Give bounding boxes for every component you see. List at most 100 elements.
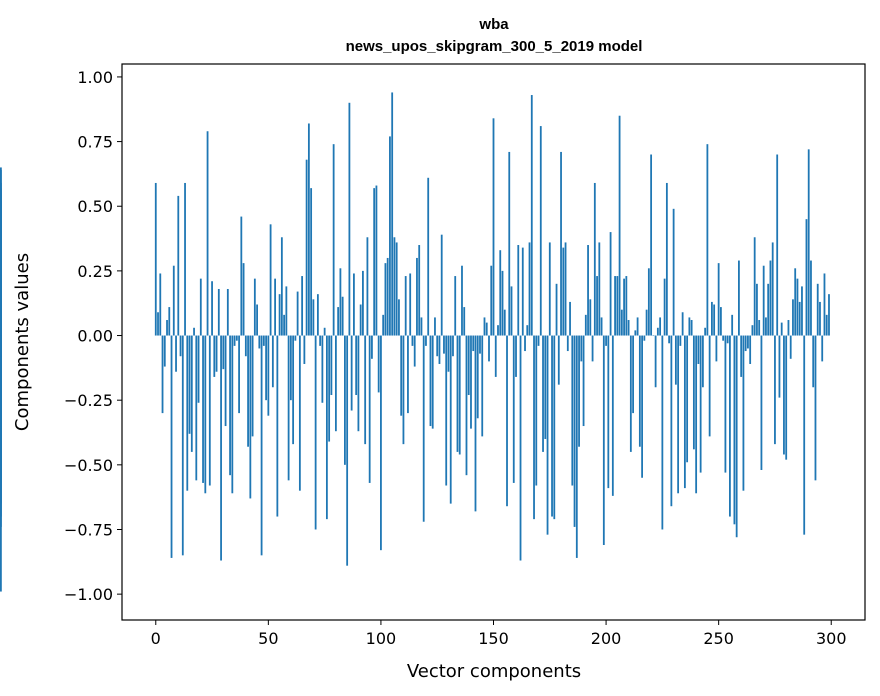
bar-280 xyxy=(785,335,788,460)
bar-71 xyxy=(314,335,317,530)
bar-155 xyxy=(503,309,506,336)
bar-283 xyxy=(792,299,794,336)
bar-239 xyxy=(692,335,695,450)
bar-243 xyxy=(701,335,704,388)
bar-78 xyxy=(330,335,333,396)
bar-46 xyxy=(258,335,261,349)
bar-276 xyxy=(776,154,779,336)
bar-3 xyxy=(161,335,164,414)
bar-262 xyxy=(744,335,747,352)
bar-58 xyxy=(285,286,288,336)
bar-218 xyxy=(645,309,648,336)
bar-56 xyxy=(280,237,283,336)
bar-234 xyxy=(681,312,684,336)
bar-106 xyxy=(393,237,396,336)
bar-127 xyxy=(440,234,443,336)
bar-21 xyxy=(202,335,204,483)
bar-186 xyxy=(573,335,576,527)
bar-222 xyxy=(654,335,657,388)
bar-89 xyxy=(355,335,358,396)
bar-256 xyxy=(731,314,734,336)
bar-128 xyxy=(443,335,445,354)
bar-16 xyxy=(190,335,193,452)
bar-29 xyxy=(220,335,222,561)
bar-215 xyxy=(638,335,641,447)
bar-279 xyxy=(783,335,785,455)
bar-140 xyxy=(470,335,472,429)
bar-190 xyxy=(582,335,585,427)
bar-164 xyxy=(524,335,526,352)
y-tick-label: 0.00 xyxy=(77,327,113,346)
bar-97 xyxy=(373,188,376,336)
bar-197 xyxy=(598,242,601,336)
x-tick-label: 50 xyxy=(258,629,278,648)
bar-298 xyxy=(825,314,828,336)
bar-271 xyxy=(765,317,767,336)
bar-147 xyxy=(485,322,488,336)
bar-76 xyxy=(325,335,328,520)
bar-204 xyxy=(614,276,616,336)
bar-27 xyxy=(215,335,218,372)
bar-7 xyxy=(170,335,173,558)
bar-50 xyxy=(267,335,270,416)
bar-281 xyxy=(787,320,790,336)
bar-132 xyxy=(452,335,454,357)
bar-81 xyxy=(337,307,340,336)
bar-115 xyxy=(413,335,416,367)
bar-136 xyxy=(461,265,463,336)
bar-231 xyxy=(674,335,677,385)
bar-22 xyxy=(204,335,207,494)
bar-77 xyxy=(328,335,331,442)
bar-159 xyxy=(512,335,515,483)
bar-30 xyxy=(222,335,225,370)
bar-61 xyxy=(292,335,295,445)
bar-39 xyxy=(242,263,245,336)
bar-133 xyxy=(454,276,457,336)
bar-110 xyxy=(402,335,405,445)
bar-191 xyxy=(584,314,587,336)
bar-268 xyxy=(758,320,761,336)
bar-57 xyxy=(283,314,286,336)
bar-152 xyxy=(497,325,499,336)
bar-170 xyxy=(537,335,540,346)
bar-35 xyxy=(233,335,236,346)
bar-161 xyxy=(517,245,520,336)
bar-94 xyxy=(366,237,369,336)
bar-265 xyxy=(751,325,754,336)
bar-143 xyxy=(476,335,479,419)
bar-123 xyxy=(431,335,434,429)
bar-24 xyxy=(208,335,211,486)
bar-180 xyxy=(560,151,562,336)
bar-26 xyxy=(213,335,216,377)
bar-undefined xyxy=(0,335,2,427)
bar-65 xyxy=(301,276,304,336)
bar-251 xyxy=(720,307,722,336)
bar-232 xyxy=(677,335,680,494)
bar-274 xyxy=(771,242,774,336)
bar-293 xyxy=(814,335,817,481)
bar-41 xyxy=(247,335,249,447)
bar-64 xyxy=(298,335,301,491)
bar-31 xyxy=(224,335,227,427)
bar-55 xyxy=(278,294,281,336)
bar-103 xyxy=(386,257,389,336)
bar-137 xyxy=(463,307,466,336)
bar-82 xyxy=(339,268,342,336)
bar-173 xyxy=(544,335,547,439)
bar-208 xyxy=(623,278,625,336)
bar-212 xyxy=(632,335,634,414)
bar-224 xyxy=(659,317,662,336)
bar-130 xyxy=(447,335,450,372)
bar-36 xyxy=(235,335,238,341)
bar-91 xyxy=(359,304,362,336)
bar-157 xyxy=(508,151,511,336)
bar-247 xyxy=(711,301,713,336)
bar-17 xyxy=(193,327,195,336)
bar-205 xyxy=(616,276,619,336)
bar-263 xyxy=(747,335,749,349)
bar-80 xyxy=(334,335,337,432)
bar-12 xyxy=(181,335,184,556)
bar-93 xyxy=(364,335,367,445)
bar-178 xyxy=(555,283,558,336)
bar-23 xyxy=(206,131,209,336)
